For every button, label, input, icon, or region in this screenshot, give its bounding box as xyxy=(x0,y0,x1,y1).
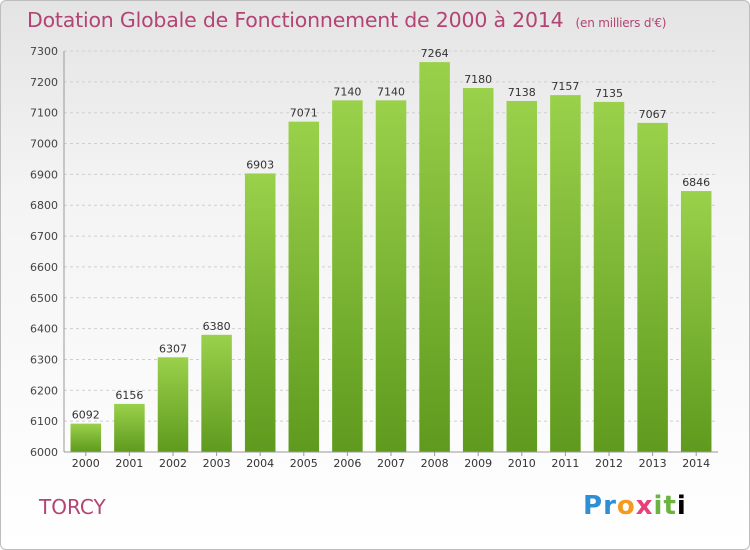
x-tick-label: 2013 xyxy=(639,457,667,470)
bar xyxy=(288,121,320,452)
data-label: 7264 xyxy=(421,47,449,60)
bar xyxy=(550,95,581,453)
x-tick-label: 2002 xyxy=(159,457,187,470)
bar xyxy=(244,173,276,452)
x-tick-label: 2014 xyxy=(682,457,710,470)
x-tick-label: 2001 xyxy=(115,457,143,470)
x-tick-label: 2005 xyxy=(290,457,318,470)
data-label: 7135 xyxy=(595,87,623,100)
y-tick-label: 6300 xyxy=(30,353,58,366)
y-tick-label: 6800 xyxy=(30,199,58,212)
y-tick-label: 7000 xyxy=(30,138,58,151)
x-tick-label: 2008 xyxy=(421,457,449,470)
data-label: 6903 xyxy=(246,158,274,171)
x-tick-label: 2000 xyxy=(72,457,100,470)
y-tick-label: 6000 xyxy=(30,446,58,459)
chart-title-text: Dotation Globale de Fonctionnement de 20… xyxy=(27,8,564,32)
y-tick-label: 7200 xyxy=(30,76,58,89)
data-label: 7071 xyxy=(290,107,318,120)
data-label: 6846 xyxy=(682,176,710,189)
y-tick-label: 6700 xyxy=(30,230,58,243)
x-tick-label: 2010 xyxy=(508,457,536,470)
x-tick-label: 2011 xyxy=(551,457,579,470)
data-label: 6092 xyxy=(72,409,100,422)
bar xyxy=(70,423,102,452)
x-tick-label: 2006 xyxy=(333,457,361,470)
data-label: 6156 xyxy=(115,389,143,402)
x-tick-label: 2009 xyxy=(464,457,492,470)
bar xyxy=(375,100,407,452)
data-label: 6380 xyxy=(203,320,231,333)
bars: 6092 6156 6307 6380 6903 7071 7140 7140 7264 7180… xyxy=(70,47,712,453)
chart-title: Dotation Globale de Fonctionnement de 20… xyxy=(27,8,666,32)
bar xyxy=(506,100,538,453)
bar xyxy=(201,334,232,452)
y-tick-label: 7100 xyxy=(30,107,58,120)
commune-name: TORCY xyxy=(39,495,106,519)
y-tick-label: 6100 xyxy=(30,415,58,428)
y-tick-label: 6900 xyxy=(30,168,58,181)
x-tick-label: 2007 xyxy=(377,457,405,470)
data-label: 7180 xyxy=(464,73,492,86)
data-label: 7140 xyxy=(333,85,361,98)
x-tick-label: 2004 xyxy=(246,457,274,470)
data-label: 7067 xyxy=(639,108,667,121)
x-tick-label: 2012 xyxy=(595,457,623,470)
y-tick-label: 6500 xyxy=(30,292,58,305)
bar xyxy=(332,100,363,452)
data-label: 7140 xyxy=(377,85,405,98)
chart-subtitle: (en milliers d'€) xyxy=(575,16,667,30)
bar xyxy=(462,88,494,452)
bar xyxy=(593,101,625,453)
y-tick-label: 6600 xyxy=(30,261,58,274)
data-label: 7138 xyxy=(508,86,536,99)
x-tick-label: 2003 xyxy=(203,457,231,470)
data-label: 7157 xyxy=(551,80,579,93)
bar xyxy=(419,62,450,452)
bar xyxy=(637,122,668,453)
data-label: 6307 xyxy=(159,342,187,355)
y-tick-label: 6400 xyxy=(30,323,58,336)
y-tick-label: 7300 xyxy=(30,45,58,58)
y-tick-label: 6200 xyxy=(30,384,58,397)
bar xyxy=(157,357,189,452)
axes: 6000 6100 6200 6300 6400 6500 6600 6700 6800 6900… xyxy=(30,45,718,470)
proxiti-logo[interactable]: Proxiti xyxy=(583,491,687,521)
bar xyxy=(114,403,145,452)
bar xyxy=(680,191,712,452)
